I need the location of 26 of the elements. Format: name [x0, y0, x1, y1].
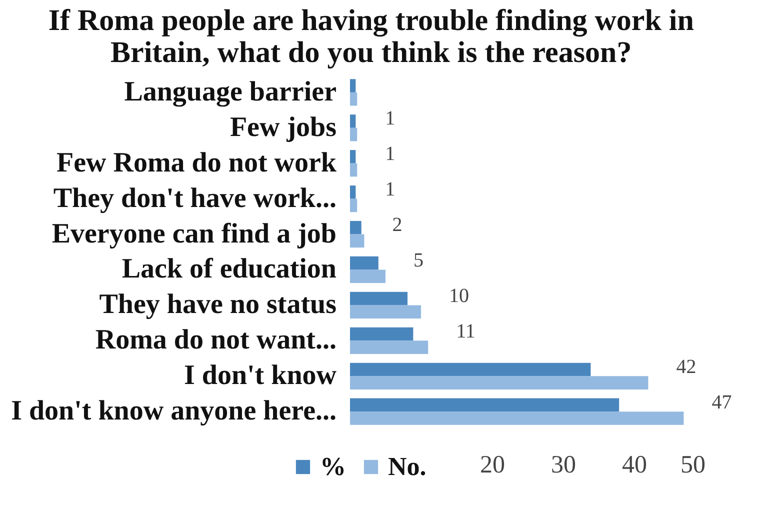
- y-tick-label: Language barrier: [124, 76, 336, 108]
- x-tick-label: 40: [622, 452, 647, 478]
- y-tick-label: They have no status: [99, 289, 337, 320]
- y-tick-label: I don't know anyone here...: [11, 396, 336, 427]
- x-tick-label: 50: [680, 452, 706, 478]
- data-label: 47: [712, 391, 732, 414]
- x-tick-label: 20: [480, 452, 505, 478]
- data-label: 42: [676, 356, 696, 378]
- y-tick-label: Lack of education: [122, 254, 337, 285]
- data-label: 1: [385, 142, 396, 165]
- data-label: 2: [392, 214, 402, 236]
- x-tick-label: 30: [551, 452, 576, 478]
- y-tick-label: Few jobs: [230, 112, 337, 143]
- y-tick-label: Everyone can find a job: [52, 218, 336, 250]
- y-tick-label: I don't know: [184, 360, 338, 392]
- chart-title: If Roma people are having trouble finding work in Britain, what do you think is the reason?: [48, 4, 694, 69]
- data-label: 1: [385, 178, 396, 200]
- data-label: 10: [449, 284, 469, 307]
- y-tick-label: Roma do not want...: [95, 324, 336, 356]
- data-label: 1: [385, 108, 396, 130]
- data-label: 5: [414, 249, 424, 272]
- y-tick-label: Few Roma do not work: [56, 147, 337, 178]
- data-label: 11: [456, 320, 476, 342]
- legend-label: No.: [388, 452, 426, 481]
- y-tick-label: They don't have work...: [53, 182, 336, 214]
- legend-label: %: [320, 452, 346, 481]
